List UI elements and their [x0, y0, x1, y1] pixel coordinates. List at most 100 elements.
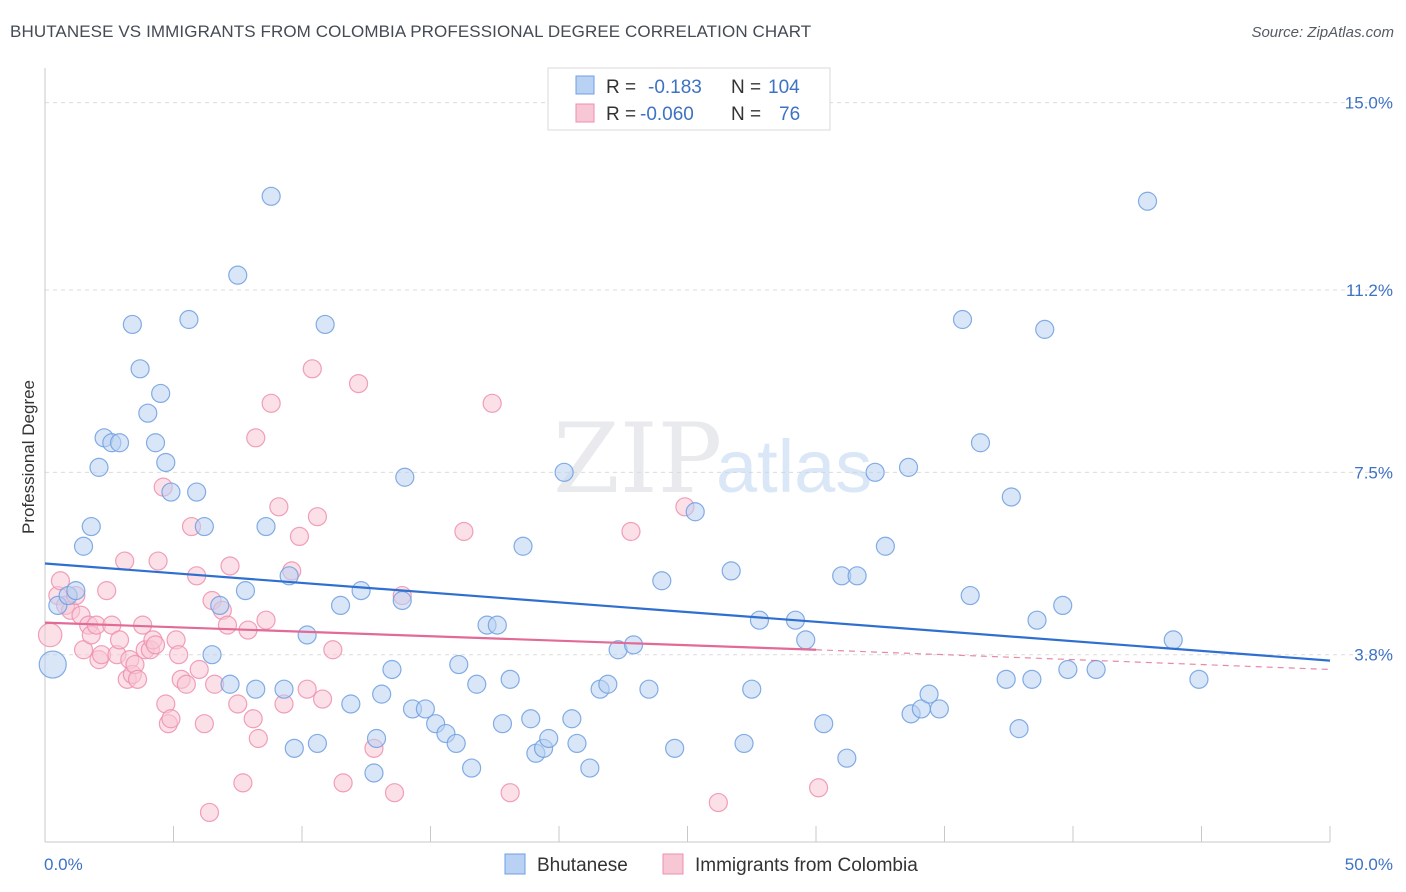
bhutanese-point-95 [1022, 669, 1042, 689]
bhutanese-point-65 [598, 674, 618, 694]
bhutanese-point-4 [73, 536, 94, 556]
colombia-point-57 [289, 526, 310, 547]
bhutanese-point-100 [1086, 659, 1106, 680]
trend-lines [44, 562, 1331, 671]
colombia-point-34 [169, 645, 189, 665]
bhutanese-point-47 [446, 733, 466, 754]
axes [44, 68, 1331, 843]
bhutanese-point-39 [372, 684, 392, 704]
bhutanese-point-24 [235, 581, 256, 601]
colombia-point-32 [161, 709, 181, 729]
colombia-point-62 [323, 640, 343, 660]
bhutanese-point-19 [194, 516, 214, 537]
legend-pink-n-value: 76 [779, 104, 800, 125]
bhutanese-point-42 [395, 467, 415, 487]
bhutanese-point-16 [161, 482, 181, 502]
bhutanese-point-93 [1001, 487, 1021, 507]
bhutanese-point-9 [109, 433, 130, 453]
source-label: Source: ZipAtlas.com [1251, 24, 1394, 41]
bhutanese-point-13 [145, 433, 166, 453]
bhutanese-point-10 [122, 314, 142, 335]
colombia-point-59 [302, 359, 322, 379]
bhutanese-point-99 [1058, 659, 1078, 680]
colombia-point-58 [297, 679, 317, 699]
colombia-point-16 [109, 630, 130, 650]
bhutanese-point-88 [929, 699, 949, 719]
legend-blue-n-label: N = [731, 77, 761, 98]
bhutanese-point-87 [919, 684, 939, 704]
bhutanese-point-102 [1163, 630, 1183, 650]
bhutanese-point-82 [865, 462, 885, 482]
bhutanese-point-97 [1027, 610, 1047, 630]
bhutanese-point-71 [685, 502, 705, 522]
bhutanese-point-52 [487, 615, 507, 635]
legend-blue-swatch [575, 75, 595, 95]
colombia-point-2 [50, 571, 71, 591]
bhutanese-point-38 [366, 728, 387, 749]
bhutanese-point-5 [81, 516, 101, 537]
bhutanese-point-21 [210, 595, 230, 616]
y-tick-labels: 3.8% 7.5% 11.2% 15.0% [1345, 94, 1393, 665]
colombia-trend-extension [815, 649, 1331, 671]
bhutanese-point-20 [202, 645, 222, 665]
x-tick-label-0: 0.0% [44, 855, 83, 874]
colombia-point-13 [97, 581, 117, 601]
bhutanese-point-69 [652, 571, 672, 591]
bhutanese-point-44 [415, 699, 435, 719]
bhutanese-point-28 [274, 679, 294, 699]
bhutanese-point-78 [814, 714, 834, 734]
colombia-point-41 [199, 802, 220, 823]
x-tick-label-1: 50.0% [1345, 855, 1393, 874]
bhutanese-point-18 [187, 482, 207, 502]
legend-blue-r-label: R = [606, 77, 636, 98]
bhutanese-point-0 [38, 650, 67, 679]
bhutanese-point-31 [297, 625, 317, 645]
colombia-point-17 [115, 551, 135, 571]
colombia-point-69 [482, 393, 502, 413]
bhutanese-point-72 [721, 561, 741, 581]
bottom-legend-pink-swatch [662, 853, 684, 875]
bhutanese-point-25 [246, 679, 266, 699]
bottom-legend-colombia: Immigrants from Colombia [695, 855, 918, 876]
legend-pink-r-label: R = [606, 104, 636, 125]
colombia-point-28 [148, 551, 168, 571]
y-tick-label-2: 11.2% [1346, 281, 1393, 300]
colombia-point-7 [73, 640, 94, 660]
series-bhutanese-points [38, 186, 1209, 783]
bhutanese-point-63 [580, 758, 600, 778]
bhutanese-point-74 [742, 679, 762, 699]
bhutanese-point-96 [1035, 319, 1055, 339]
colombia-point-73 [708, 792, 728, 813]
bottom-legend-blue-swatch [504, 853, 526, 875]
bhutanese-point-35 [341, 694, 361, 714]
bhutanese-point-103 [1189, 669, 1209, 689]
colombia-point-60 [307, 507, 328, 527]
bhutanese-point-67 [623, 635, 644, 655]
colombia-point-74 [808, 778, 829, 798]
colombia-point-47 [228, 694, 248, 714]
bhutanese-point-62 [567, 733, 587, 754]
bhutanese-point-89 [952, 309, 973, 330]
colombia-point-54 [269, 497, 289, 517]
bhutanese-point-3 [66, 581, 86, 601]
watermark-atlas: atlas [716, 425, 872, 508]
bottom-legend: Bhutanese Immigrants from Colombia [504, 853, 918, 876]
bhutanese-point-101 [1137, 191, 1158, 211]
colombia-point-48 [233, 773, 253, 793]
bhutanese-point-81 [847, 566, 867, 586]
watermark: ZIP atlas [553, 403, 872, 515]
colombia-point-45 [217, 615, 238, 635]
bhutanese-point-53 [492, 714, 513, 734]
legend-pink-n-label: N = [731, 104, 761, 125]
bhutanese-point-83 [875, 536, 895, 556]
colombia-point-66 [384, 783, 405, 803]
x-tick-labels: 0.0% 50.0% [44, 855, 1393, 874]
bhutanese-point-56 [521, 709, 541, 729]
colombia-point-70 [500, 783, 520, 803]
bhutanese-point-98 [1053, 595, 1073, 616]
colombia-point-64 [348, 374, 369, 394]
colombia-point-40 [194, 714, 214, 734]
bhutanese-point-37 [364, 763, 384, 783]
top-legend-box [547, 67, 831, 131]
